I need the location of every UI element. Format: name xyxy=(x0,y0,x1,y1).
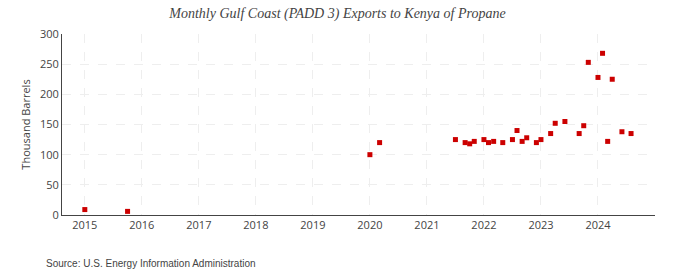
svg-text:2016: 2016 xyxy=(129,217,154,232)
svg-text:2022: 2022 xyxy=(471,217,496,232)
svg-text:Thousand Barrels: Thousand Barrels xyxy=(18,79,33,169)
svg-text:2021: 2021 xyxy=(414,217,439,232)
svg-text:2015: 2015 xyxy=(72,217,97,232)
svg-text:0: 0 xyxy=(53,207,59,222)
svg-text:250: 250 xyxy=(40,56,59,71)
svg-text:200: 200 xyxy=(40,86,59,101)
svg-text:Monthly Gulf Coast (PADD 3) Ex: Monthly Gulf Coast (PADD 3) Exports to K… xyxy=(168,6,505,22)
svg-text:2023: 2023 xyxy=(528,217,553,232)
svg-text:2024: 2024 xyxy=(585,217,611,232)
svg-text:2019: 2019 xyxy=(300,217,325,232)
svg-text:100: 100 xyxy=(40,147,59,162)
svg-text:2017: 2017 xyxy=(186,217,211,232)
svg-text:300: 300 xyxy=(40,26,59,41)
svg-text:2018: 2018 xyxy=(243,217,268,232)
svg-text:50: 50 xyxy=(46,177,59,192)
svg-text:150: 150 xyxy=(40,116,59,131)
svg-text:2020: 2020 xyxy=(357,217,382,232)
svg-text:Source: U.S. Energy Informatio: Source: U.S. Energy Information Administ… xyxy=(46,258,256,269)
